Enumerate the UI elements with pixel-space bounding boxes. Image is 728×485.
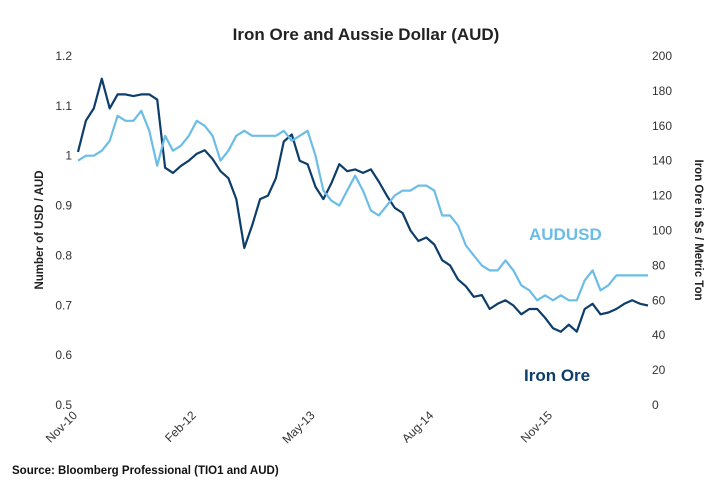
left-tick-label: 1.1 [55, 99, 72, 113]
right-tick-label: 140 [652, 154, 672, 168]
right-tick-label: 200 [652, 49, 672, 63]
right-tick-label: 0 [652, 398, 659, 412]
right-axis-label: Iron Ore in $s / Metric Ton [692, 159, 704, 300]
source-note: Source: Bloomberg Professional (TIO1 and… [12, 465, 279, 477]
x-tick-label: May-13 [279, 408, 317, 446]
audusd-series-label: AUDUSD [529, 225, 602, 244]
series-lines [76, 77, 649, 333]
right-tick-label: 160 [652, 119, 672, 133]
right-tick-label: 20 [652, 363, 666, 377]
x-tick-label: Feb-12 [162, 408, 199, 445]
right-tick-label: 60 [652, 293, 666, 307]
left-tick-label: 1 [65, 149, 72, 163]
left-tick-label: 0.6 [55, 348, 72, 362]
right-tick-label: 100 [652, 224, 672, 238]
left-tick-label: 0.9 [55, 199, 72, 213]
right-tick-label: 40 [652, 328, 666, 342]
x-tick-label: Nov-10 [43, 408, 80, 445]
chart-title: Iron Ore and Aussie Dollar (AUD) [233, 25, 500, 44]
right-tick-label: 180 [652, 84, 672, 98]
right-tick-label: 120 [652, 189, 672, 203]
left-axis-label: Number of USD / AUD [34, 170, 46, 289]
left-tick-label: 1.2 [55, 49, 72, 63]
x-tick-label: Aug-14 [399, 408, 436, 445]
left-tick-label: 0.7 [55, 298, 72, 312]
iron-ore-line [76, 77, 649, 333]
x-axis-ticks: Nov-10 Feb-12 May-13 Aug-14 Nov-15 [43, 408, 555, 446]
x-tick-label: Nov-15 [518, 408, 555, 445]
left-tick-label: 0.5 [55, 398, 72, 412]
audusd-line [77, 109, 648, 302]
iron-ore-series-label: Iron Ore [524, 366, 590, 385]
left-tick-label: 0.8 [55, 248, 72, 262]
left-axis-ticks: 0.5 0.6 0.7 0.8 0.9 1 1.1 1.2 [55, 49, 72, 412]
right-axis-ticks: 0 20 40 60 80 100 120 140 160 180 200 [652, 49, 672, 412]
right-tick-label: 80 [652, 258, 666, 272]
